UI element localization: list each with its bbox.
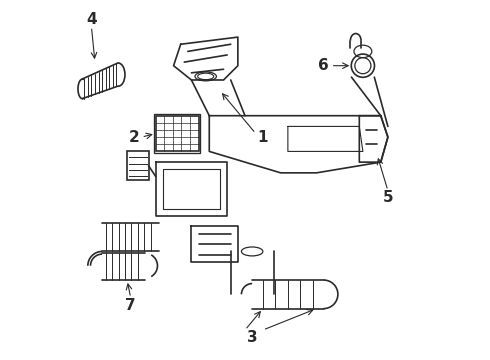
Bar	[127, 152, 148, 180]
Text: 2: 2	[129, 130, 140, 145]
Bar	[154, 114, 200, 153]
Bar	[156, 116, 198, 152]
Text: 5: 5	[383, 190, 393, 205]
Text: 7: 7	[125, 297, 136, 312]
Text: 4: 4	[86, 12, 97, 27]
Text: 3: 3	[247, 330, 257, 345]
Text: 6: 6	[318, 58, 329, 73]
Text: 1: 1	[258, 130, 268, 145]
